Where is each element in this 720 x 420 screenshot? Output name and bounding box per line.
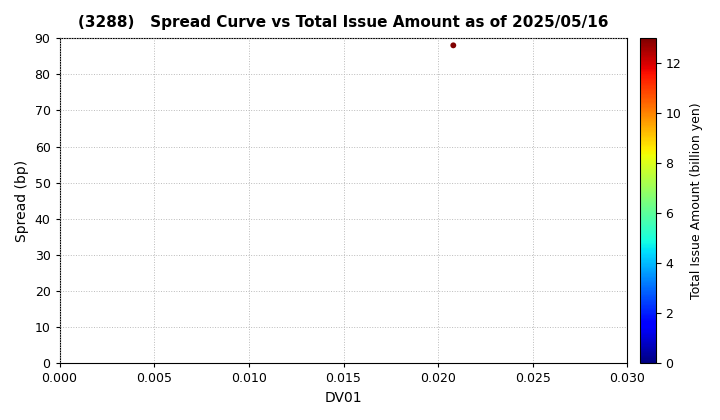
X-axis label: DV01: DV01 xyxy=(325,391,362,405)
Y-axis label: Total Issue Amount (billion yen): Total Issue Amount (billion yen) xyxy=(690,102,703,299)
Point xyxy=(448,42,459,49)
Title: (3288)   Spread Curve vs Total Issue Amount as of 2025/05/16: (3288) Spread Curve vs Total Issue Amoun… xyxy=(78,15,609,30)
Y-axis label: Spread (bp): Spread (bp) xyxy=(15,160,29,242)
